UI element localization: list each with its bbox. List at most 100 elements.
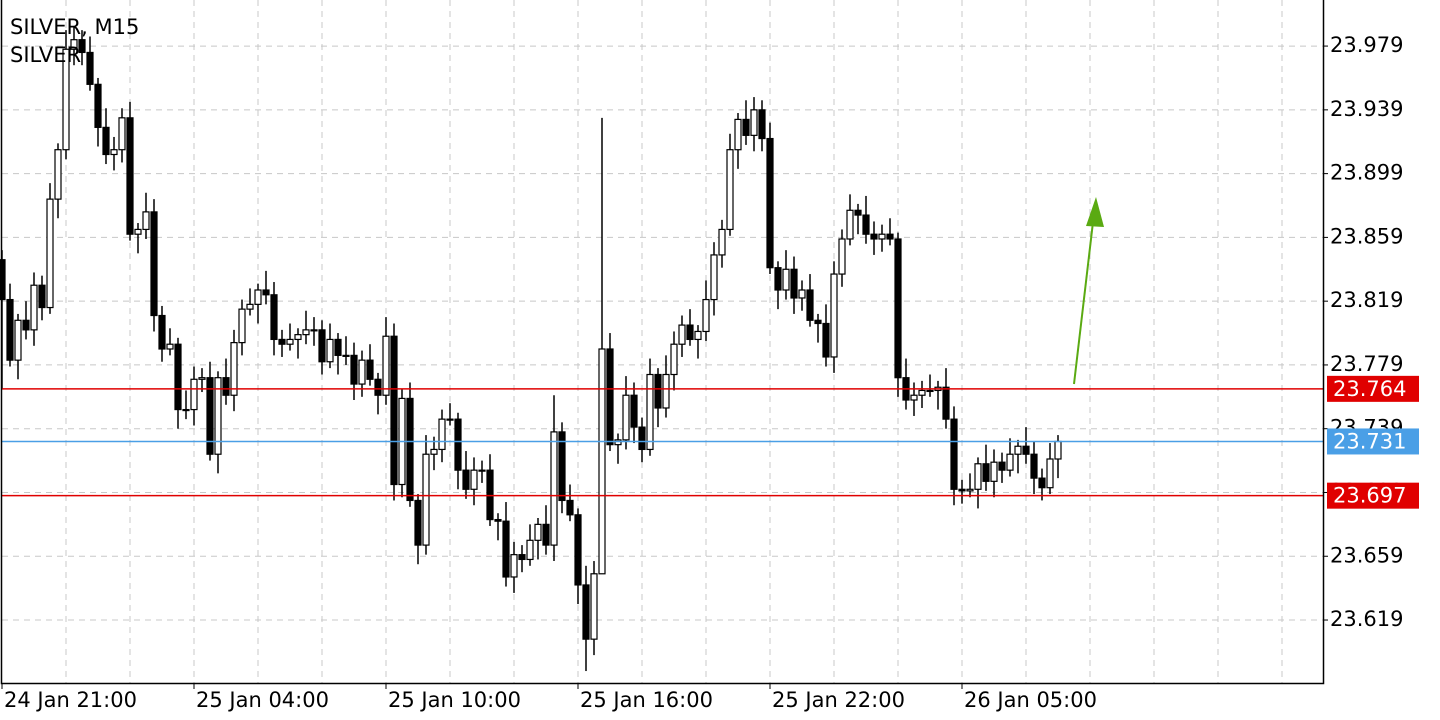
candle-body — [990, 461, 998, 482]
candle-body — [494, 518, 502, 522]
x-tick-label: 24 Jan 21:00 — [4, 688, 137, 712]
candle-body — [766, 137, 774, 269]
candle-body — [14, 319, 22, 361]
candle-body — [606, 348, 614, 446]
candle-body — [694, 330, 702, 341]
candle-body — [278, 338, 286, 345]
levels — [2, 388, 1323, 497]
level-label-box — [1327, 428, 1419, 455]
x-tick-label: 25 Jan 10:00 — [388, 688, 521, 712]
candle-body — [798, 289, 806, 299]
x-tick-label: 26 Jan 05:00 — [964, 688, 1097, 712]
candle-body — [62, 48, 70, 151]
candle-body — [214, 377, 222, 455]
candle-body — [70, 39, 78, 50]
candle-body — [942, 386, 950, 420]
candle-body — [158, 314, 166, 350]
candle-body — [878, 233, 886, 240]
candle-body — [982, 463, 990, 482]
candle-body — [358, 359, 366, 385]
candle-body — [374, 378, 382, 396]
candle-body — [622, 394, 630, 441]
x-tick-label: 25 Jan 22:00 — [772, 688, 905, 712]
candle-body — [86, 51, 94, 85]
candle-body — [142, 211, 150, 231]
candle-body — [782, 268, 790, 291]
candle-body — [574, 514, 582, 586]
candle-body — [254, 289, 262, 305]
candle-body — [166, 343, 174, 350]
x-tick-label: 25 Jan 16:00 — [580, 688, 713, 712]
candle-body — [534, 523, 542, 541]
level-label: 23.731 — [1333, 429, 1406, 453]
candle-body — [958, 488, 966, 492]
candle-body — [710, 254, 718, 301]
candle-body — [422, 453, 430, 546]
candle-body — [1054, 440, 1062, 460]
candle-body — [598, 348, 606, 575]
candle-body — [542, 523, 550, 546]
candle-body — [302, 329, 310, 336]
candle-body — [318, 329, 326, 363]
candle-body — [94, 83, 102, 128]
candle-body — [718, 228, 726, 256]
candle-body — [814, 319, 822, 325]
candle-body — [286, 338, 294, 345]
candle-body — [350, 354, 358, 385]
y-tick-label: 23.899 — [1330, 161, 1403, 185]
candle-body — [334, 338, 342, 356]
candle-body — [230, 342, 238, 396]
candle-body — [270, 294, 278, 341]
candle-body — [294, 334, 302, 341]
candle-body — [486, 469, 494, 521]
arrow-shaft — [1073, 221, 1094, 385]
candle-body — [750, 109, 758, 136]
candle-body — [790, 268, 798, 299]
candle-body — [886, 233, 894, 240]
candle-body — [678, 324, 686, 345]
candle-body — [974, 463, 982, 490]
candle-body — [1030, 453, 1038, 479]
level-label-box — [1327, 482, 1419, 509]
candle-body — [446, 418, 454, 421]
candle-body — [430, 448, 438, 455]
candle-body — [126, 117, 134, 235]
candle-body — [582, 584, 590, 640]
candle-body — [646, 373, 654, 451]
x-tick-label: 25 Jan 04:00 — [196, 688, 329, 712]
candle-body — [758, 109, 766, 140]
candle-body — [54, 149, 62, 200]
candle-body — [182, 408, 190, 412]
candle-body — [110, 149, 118, 156]
candle-body — [454, 418, 462, 471]
candle-body — [614, 439, 622, 446]
candle-body — [846, 209, 854, 240]
candle-body — [414, 499, 422, 546]
candle-body — [590, 573, 598, 640]
candle-body — [1022, 445, 1030, 455]
candle-body — [910, 394, 918, 401]
candle-body — [118, 117, 126, 151]
candle-body — [854, 209, 862, 216]
level-label-box — [1327, 375, 1419, 402]
candle-body — [662, 373, 670, 409]
candle-body — [174, 343, 182, 411]
candle-body — [102, 126, 110, 156]
y-tick-label: 23.659 — [1330, 543, 1403, 567]
candle-body — [1046, 458, 1054, 489]
annotation-arrow — [1073, 197, 1104, 385]
candle-body — [326, 338, 334, 363]
candle-body — [630, 394, 638, 428]
candle-body — [734, 118, 742, 151]
candle-body — [894, 238, 902, 379]
candle-body — [774, 267, 782, 291]
candle-body — [462, 469, 470, 490]
chart-title: SILVER, M15 — [10, 15, 139, 39]
candle-body — [262, 289, 270, 296]
candle-body — [38, 284, 46, 309]
candle-body — [806, 289, 814, 321]
y-tick-label: 23.619 — [1330, 607, 1403, 631]
candle-body — [1006, 453, 1014, 471]
